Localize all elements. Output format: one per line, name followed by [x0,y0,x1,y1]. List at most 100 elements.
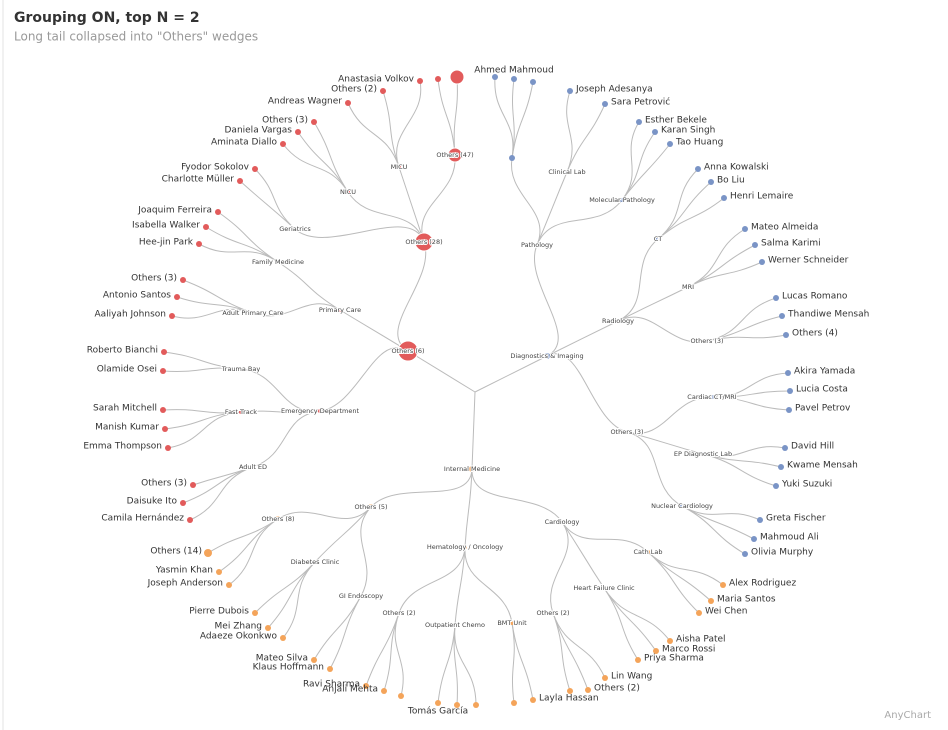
leaf-node [454,702,460,708]
edge [240,368,321,412]
edge [546,320,619,357]
leaf-node [695,166,701,172]
leaf-label: Others (3) [131,274,177,284]
edge [552,612,571,692]
group-label: Pathology [521,241,553,249]
leaf-label: Aisha Patel [676,635,726,645]
group-node [276,260,280,264]
leaf-node [708,179,714,185]
leaf-node [708,598,714,604]
leaf-node [759,259,765,265]
leaf-node [311,119,317,125]
group-node [616,319,620,323]
leaf-node [742,551,748,557]
group-label: Diabetes Clinic [291,558,340,566]
group-node [251,311,255,315]
leaf-label: Daisuke Ito [127,497,178,507]
edge [471,391,476,470]
edge [687,261,763,288]
edge [453,76,458,156]
leaf-node [786,407,792,413]
edge [603,587,657,652]
leaf-label: Sara Petrović [611,97,670,108]
leaf-node [742,226,748,232]
leaf-label: Salma Karimi [761,239,821,249]
edge [437,624,456,704]
group-node [620,198,624,202]
edge [617,316,708,343]
leaf-node [327,666,333,672]
group-node [705,339,709,343]
edge [360,506,372,597]
group-label: Diagnostics & Imaging [510,352,583,360]
edge [534,244,559,357]
group-label: BMT Unit [497,619,527,627]
group-node [560,520,564,524]
group-label: Primary Care [319,306,361,314]
leaf-node [696,610,702,616]
group-label: Heart Failure Clinic [573,584,635,592]
group-label: Others (8) [261,515,294,523]
leaf-node [160,407,166,413]
edge [382,90,400,168]
group-label: Cath Lab [634,548,663,556]
edge [313,121,349,193]
leaf-node [435,700,441,706]
leaf-label: Anna Kowalski [704,163,769,173]
leaf-label: Kwame Mensah [787,461,858,471]
leaf-label: Joseph Adesanya [575,85,653,95]
edge [464,546,513,624]
group-label: GI Endoscopy [339,592,383,600]
leaf-label: Marco Rossi [662,645,715,655]
edge [681,505,746,555]
group-node [510,621,514,625]
group-node [453,623,457,627]
edge [163,351,242,370]
leaf-label: Henri Lemaire [730,192,794,202]
leaf-label: Aminata Diallo [211,138,277,148]
leaf-label: Aaliyah Johnson [94,310,166,320]
group-node [710,395,714,399]
leaf-node [280,141,286,147]
leaf-node [295,129,301,135]
group-label: NICU [340,188,356,196]
leaf-node [782,445,788,451]
leaf-node [773,483,779,489]
edge [171,308,254,319]
group-label: Molecular Pathology [589,196,655,204]
group-node [509,155,515,161]
group-node [701,452,705,456]
group-label: Others (47) [436,151,473,159]
edge [536,171,568,246]
leaf-label: Akira Yamada [794,367,855,377]
edge [711,396,790,411]
leaf-label: Joaquim Ferreira [137,206,212,216]
group-node [293,227,297,231]
leaf-label: Mahmoud Ali [760,533,819,543]
leaf-node [778,464,784,470]
edge [626,431,704,455]
edge [511,81,534,159]
leaf-node [602,675,608,681]
edge [294,226,425,243]
leaf-node [435,76,441,82]
edge [621,143,671,201]
group-label: Others (28) [405,238,442,246]
group-node [544,353,550,359]
leaf-node [265,625,271,631]
leaf-label: Isabella Walker [132,221,200,231]
leaf-node [530,79,536,85]
edge [566,103,606,173]
edge [511,157,541,246]
group-label: EP Diagnostic Lab [674,450,732,458]
leaf-label: Emma Thompson [83,442,162,452]
group-node [469,466,475,472]
leaf-label: Others (4) [792,329,838,339]
leaf-label: Fyodor Sokolov [181,163,250,173]
leaf-node [215,209,221,215]
group-label: Radiology [602,317,634,325]
edge [228,518,279,586]
group-label: Hematology / Oncology [427,543,503,551]
